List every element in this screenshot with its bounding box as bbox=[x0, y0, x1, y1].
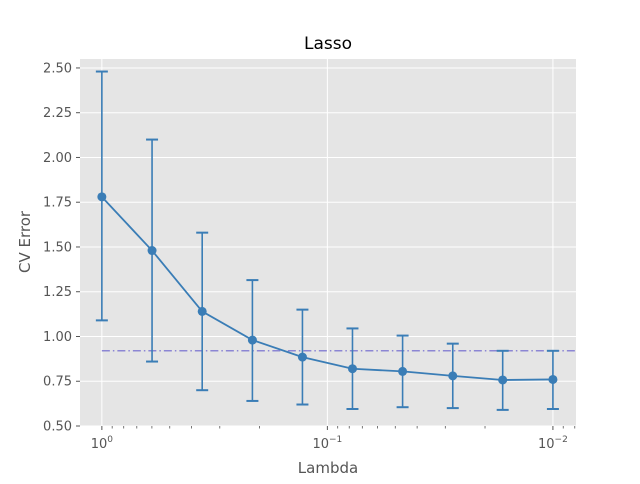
y-tick-label: 1.25 bbox=[43, 285, 72, 300]
y-tick-label: 2.00 bbox=[43, 151, 72, 166]
grid-lines bbox=[80, 59, 576, 427]
plot-background bbox=[80, 59, 576, 426]
data-point bbox=[197, 306, 207, 316]
x-minor-ticks bbox=[111, 426, 576, 429]
data-point bbox=[498, 375, 508, 385]
y-tick-label: 1.75 bbox=[43, 196, 72, 211]
data-point bbox=[147, 246, 157, 256]
y-tick-label: 2.50 bbox=[43, 61, 72, 76]
data-point bbox=[247, 335, 257, 345]
data-point bbox=[347, 364, 357, 374]
data-point bbox=[448, 371, 458, 381]
x-tick-labels: 100 10−1 10−2 bbox=[91, 426, 568, 452]
series-line bbox=[101, 196, 553, 381]
x-tick-label: 10−2 bbox=[538, 435, 568, 452]
data-point bbox=[548, 374, 558, 384]
y-axis-label: CV Error bbox=[16, 210, 34, 273]
y-tick-label: 0.50 bbox=[43, 420, 72, 435]
x-tick-label: 10−1 bbox=[312, 435, 342, 452]
data-point bbox=[97, 192, 107, 202]
data-point bbox=[297, 352, 307, 362]
x-axis-label: Lambda bbox=[298, 459, 358, 477]
y-tick-label: 2.25 bbox=[43, 106, 72, 121]
y-tick-label: 1.50 bbox=[43, 240, 72, 255]
y-tick-label: 1.00 bbox=[43, 330, 72, 345]
data-point bbox=[398, 366, 408, 376]
y-tick-label: 0.75 bbox=[43, 375, 72, 390]
x-tick-label: 100 bbox=[91, 435, 114, 452]
y-tick-labels: 0.50 0.75 1.00 1.25 1.50 1.75 2.00 2.25 2.50 bbox=[43, 61, 80, 435]
chart-title: Lasso bbox=[304, 34, 352, 54]
series-group bbox=[95, 70, 559, 411]
